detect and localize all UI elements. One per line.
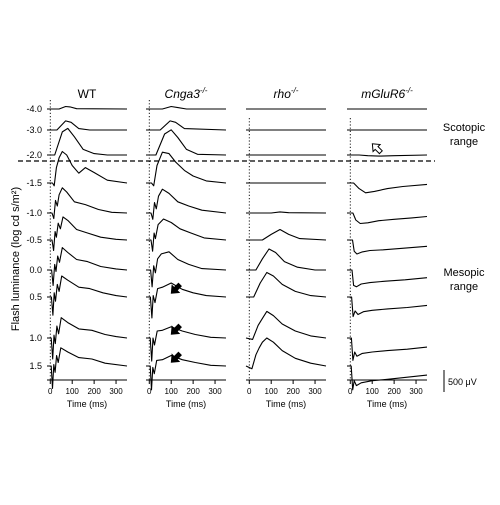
x-tick-label: 200 (87, 387, 101, 396)
erg-trace (246, 271, 327, 298)
erg-trace (47, 347, 128, 389)
panel-title: mGluR6-/- (361, 86, 413, 101)
panel-title: rho-/- (274, 86, 299, 101)
scotopic-range-label: Scotopic range (443, 122, 486, 148)
x-tick-label: 300 (409, 387, 423, 396)
scale-bar-label: 500 μV (448, 377, 477, 387)
panel-title: WT (78, 87, 97, 101)
erg-trace (246, 248, 326, 271)
erg-trace (347, 365, 428, 391)
open-arrow-icon (371, 143, 383, 155)
y-axis-label: Flash luminance (log cd s/m²) (10, 187, 22, 331)
erg-trace (347, 212, 428, 225)
x-tick-label: 200 (286, 387, 300, 396)
row-label: 1.0 (29, 333, 42, 343)
erg-trace (347, 269, 428, 288)
row-label: -4.0 (26, 104, 42, 114)
erg-trace (347, 239, 428, 255)
row-label: 0.0 (29, 265, 42, 275)
erg-trace (146, 120, 227, 131)
erg-trace (245, 337, 327, 370)
arrow-shape (170, 282, 182, 294)
mesopic-range-label: Mesopic range (444, 267, 485, 293)
x-tick-label: 100 (165, 387, 179, 396)
row-label: -2.0 (26, 150, 42, 160)
row-label: -1.0 (26, 208, 42, 218)
panel-title: Cnga3-/- (165, 86, 208, 101)
panel-titles: WT Cnga3-/- rho-/- mGluR6-/- (78, 86, 413, 101)
x-tick-label: 0 (48, 387, 53, 396)
erg-trace (146, 282, 227, 319)
erg-trace (146, 354, 227, 391)
erg-trace (47, 216, 128, 252)
row-label: -3.0 (26, 125, 42, 135)
filled-arrow-icon (170, 351, 182, 363)
scotopic-range-line1: Scotopic (443, 122, 486, 134)
filled-arrow-icon (170, 282, 182, 294)
erg-trace (47, 317, 128, 360)
x-tick-label: 200 (186, 387, 200, 396)
row-label: 1.5 (29, 361, 42, 371)
erg-trace (47, 150, 128, 187)
x-tick-label: 200 (387, 387, 401, 396)
erg-trace (347, 182, 428, 194)
x-tick-label: 100 (66, 387, 80, 396)
x-tick-label: 0 (147, 387, 152, 396)
erg-trace (146, 129, 227, 156)
erg-trace (146, 105, 226, 110)
arrow-shape (170, 351, 182, 363)
erg-trace (146, 251, 227, 288)
erg-trace (347, 337, 428, 361)
x-axis-label: Time (ms) (266, 399, 306, 409)
erg-trace (246, 228, 327, 241)
erg-trace (47, 127, 127, 156)
x-tick-label: 300 (109, 387, 123, 396)
erg-trace (146, 218, 227, 252)
erg-trace (47, 275, 128, 316)
x-tick-label: 100 (265, 387, 279, 396)
erg-trace (347, 296, 428, 318)
erg-trace (47, 120, 127, 131)
erg-trace (347, 154, 428, 157)
erg-trace (246, 211, 327, 214)
row-label: 0.5 (29, 292, 42, 302)
arrow-shape (371, 143, 383, 155)
x-tick-label: 0 (348, 387, 353, 396)
erg-trace (245, 310, 327, 340)
x-tick-label: 300 (308, 387, 322, 396)
mesopic-range-line2: range (450, 281, 478, 293)
row-label: -0.5 (26, 235, 42, 245)
arrow-shape (170, 323, 182, 335)
erg-trace (146, 151, 227, 187)
filled-arrow-icon (170, 323, 182, 335)
erg-trace (146, 188, 227, 220)
x-axis-label: Time (ms) (166, 399, 206, 409)
erg-trace (47, 187, 128, 220)
row-labels: -4.0 -3.0 -2.0 -1.5 -1.0 -0.5 0.0 0.5 1.0 1.5 (26, 104, 42, 371)
x-tick-label: 0 (247, 387, 252, 396)
annotation-group (170, 143, 383, 363)
erg-trace (146, 326, 227, 362)
mesopic-range-line1: Mesopic (444, 267, 485, 279)
x-tick-label: 100 (366, 387, 380, 396)
erg-trace (47, 105, 128, 110)
x-axis-label: Time (ms) (367, 399, 407, 409)
scotopic-range-line2: range (450, 136, 478, 148)
erg-trace (47, 247, 128, 286)
trace-group (47, 100, 428, 391)
x-tick-label: 300 (208, 387, 222, 396)
x-axis-label: Time (ms) (67, 399, 107, 409)
row-label: -1.5 (26, 178, 42, 188)
